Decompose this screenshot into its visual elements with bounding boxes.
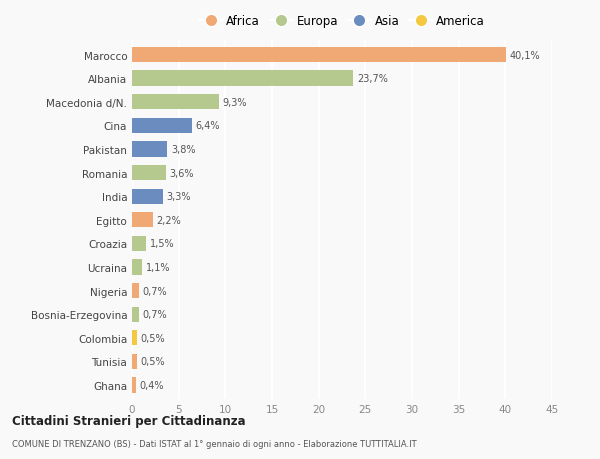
- Text: Cittadini Stranieri per Cittadinanza: Cittadini Stranieri per Cittadinanza: [12, 414, 245, 428]
- Bar: [132, 95, 219, 110]
- Text: 1,5%: 1,5%: [150, 239, 175, 249]
- Text: 1,1%: 1,1%: [146, 263, 170, 273]
- Text: 0,5%: 0,5%: [140, 333, 165, 343]
- Text: 0,7%: 0,7%: [142, 286, 167, 296]
- Bar: [132, 378, 136, 393]
- Bar: [132, 48, 506, 63]
- Text: 6,4%: 6,4%: [196, 121, 220, 131]
- Bar: [132, 330, 137, 346]
- Bar: [132, 307, 139, 322]
- Text: COMUNE DI TRENZANO (BS) - Dati ISTAT al 1° gennaio di ogni anno - Elaborazione T: COMUNE DI TRENZANO (BS) - Dati ISTAT al …: [12, 439, 416, 448]
- Bar: [132, 166, 166, 181]
- Bar: [132, 189, 163, 204]
- Text: 23,7%: 23,7%: [357, 74, 388, 84]
- Text: 3,8%: 3,8%: [171, 145, 196, 155]
- Bar: [132, 260, 142, 275]
- Bar: [132, 71, 353, 87]
- Bar: [132, 213, 152, 228]
- Bar: [132, 118, 192, 134]
- Text: 2,2%: 2,2%: [156, 215, 181, 225]
- Bar: [132, 142, 167, 157]
- Text: 0,5%: 0,5%: [140, 357, 165, 367]
- Bar: [132, 283, 139, 299]
- Text: 0,7%: 0,7%: [142, 309, 167, 319]
- Bar: [132, 354, 137, 369]
- Text: 3,6%: 3,6%: [169, 168, 194, 178]
- Text: 40,1%: 40,1%: [510, 50, 541, 61]
- Text: 9,3%: 9,3%: [223, 98, 247, 107]
- Text: 3,3%: 3,3%: [167, 192, 191, 202]
- Bar: [132, 236, 146, 252]
- Text: 0,4%: 0,4%: [139, 380, 164, 390]
- Legend: Africa, Europa, Asia, America: Africa, Europa, Asia, America: [196, 12, 488, 32]
